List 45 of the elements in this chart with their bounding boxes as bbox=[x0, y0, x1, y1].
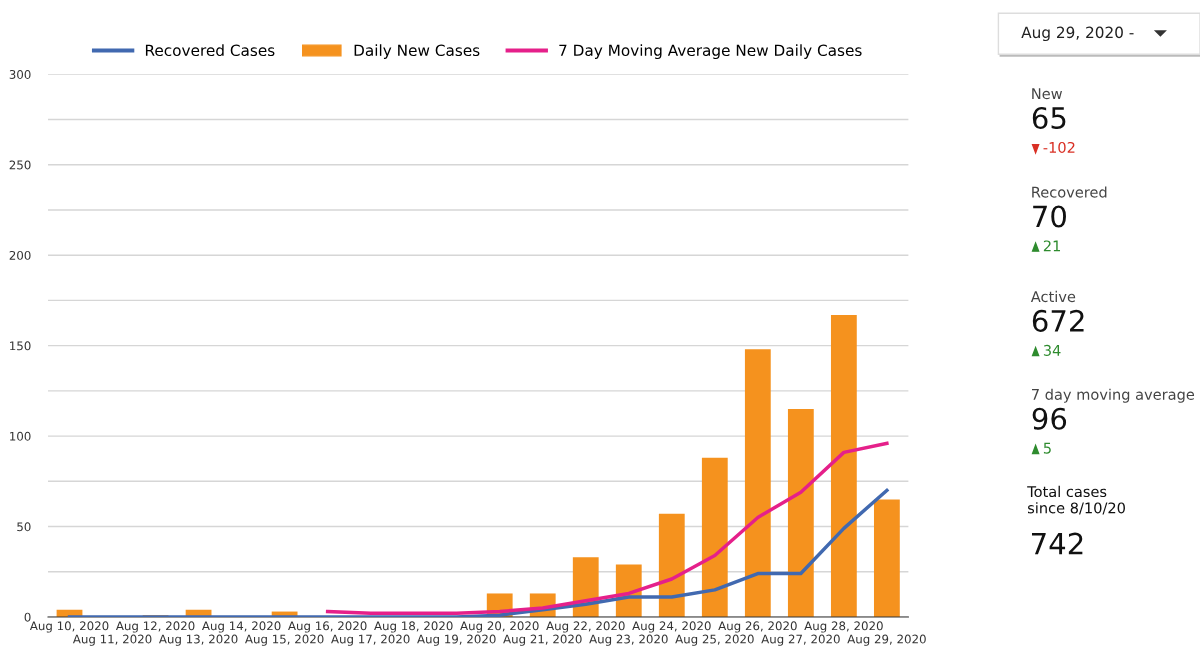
x-tick-label: Aug 19, 2020 bbox=[417, 634, 496, 646]
y-tick-label: 50 bbox=[17, 522, 31, 532]
legend-label: Recovered Cases bbox=[145, 44, 275, 57]
x-tick-label: Aug 22, 2020 bbox=[546, 621, 625, 633]
y-tick-label: 200 bbox=[9, 250, 31, 260]
x-tick-label: Aug 10, 2020 bbox=[29, 621, 109, 633]
text: 7 day moving average bbox=[1032, 388, 1195, 403]
x-tick-label: Aug 17, 2020 bbox=[331, 634, 410, 646]
y-tick-label: 100 bbox=[10, 431, 31, 441]
x-tick-label: Aug 24, 2020 bbox=[632, 621, 711, 633]
text: 5 bbox=[1043, 442, 1051, 454]
text: Recovered bbox=[1032, 186, 1107, 198]
text: -102 bbox=[1043, 141, 1075, 153]
x-tick-label: Aug 16, 2020 bbox=[288, 621, 367, 633]
x-tick-label: Aug 20, 2020 bbox=[460, 621, 539, 633]
y-tick-label: 250 bbox=[9, 160, 31, 170]
text: 65 bbox=[1032, 106, 1066, 129]
x-tick-label: Aug 14, 2020 bbox=[201, 621, 281, 633]
x-tick-label: Aug 18, 2020 bbox=[374, 621, 453, 633]
y-tick-label: 150 bbox=[10, 341, 31, 351]
x-tick-label: Aug 29, 2020 bbox=[847, 634, 926, 646]
text: Active bbox=[1030, 290, 1076, 303]
text: 96 bbox=[1032, 407, 1067, 430]
x-tick-label: Aug 25, 2020 bbox=[675, 634, 754, 646]
text: Total cases since 8/10/20 bbox=[1027, 485, 1125, 515]
x-tick-label: Aug 15, 2020 bbox=[245, 634, 324, 646]
text: 742 bbox=[1031, 532, 1083, 555]
legend-label: Daily New Cases bbox=[354, 44, 480, 60]
text: 21 bbox=[1043, 240, 1061, 252]
text: Aug 29, 2020 - bbox=[1021, 26, 1134, 42]
text: 672 bbox=[1032, 309, 1084, 332]
x-tick-label: Aug 11, 2020 bbox=[72, 634, 152, 646]
x-tick-label: Aug 28, 2020 bbox=[804, 621, 883, 633]
x-tick-label: Aug 26, 2020 bbox=[718, 621, 797, 633]
y-tick-label: 0 bbox=[24, 612, 31, 622]
x-tick-label: Aug 13, 2020 bbox=[158, 634, 238, 646]
text: 70 bbox=[1033, 205, 1066, 228]
x-tick-label: Aug 27, 2020 bbox=[761, 634, 840, 646]
y-tick-label: 300 bbox=[9, 70, 31, 79]
legend-label: 7 Day Moving Average New Daily Cases bbox=[559, 44, 862, 60]
x-tick-label: Aug 21, 2020 bbox=[503, 634, 582, 646]
text: New bbox=[1032, 88, 1062, 100]
x-tick-label: Aug 23, 2020 bbox=[589, 634, 668, 646]
text: 34 bbox=[1043, 344, 1061, 356]
x-tick-label: Aug 12, 2020 bbox=[115, 621, 195, 633]
